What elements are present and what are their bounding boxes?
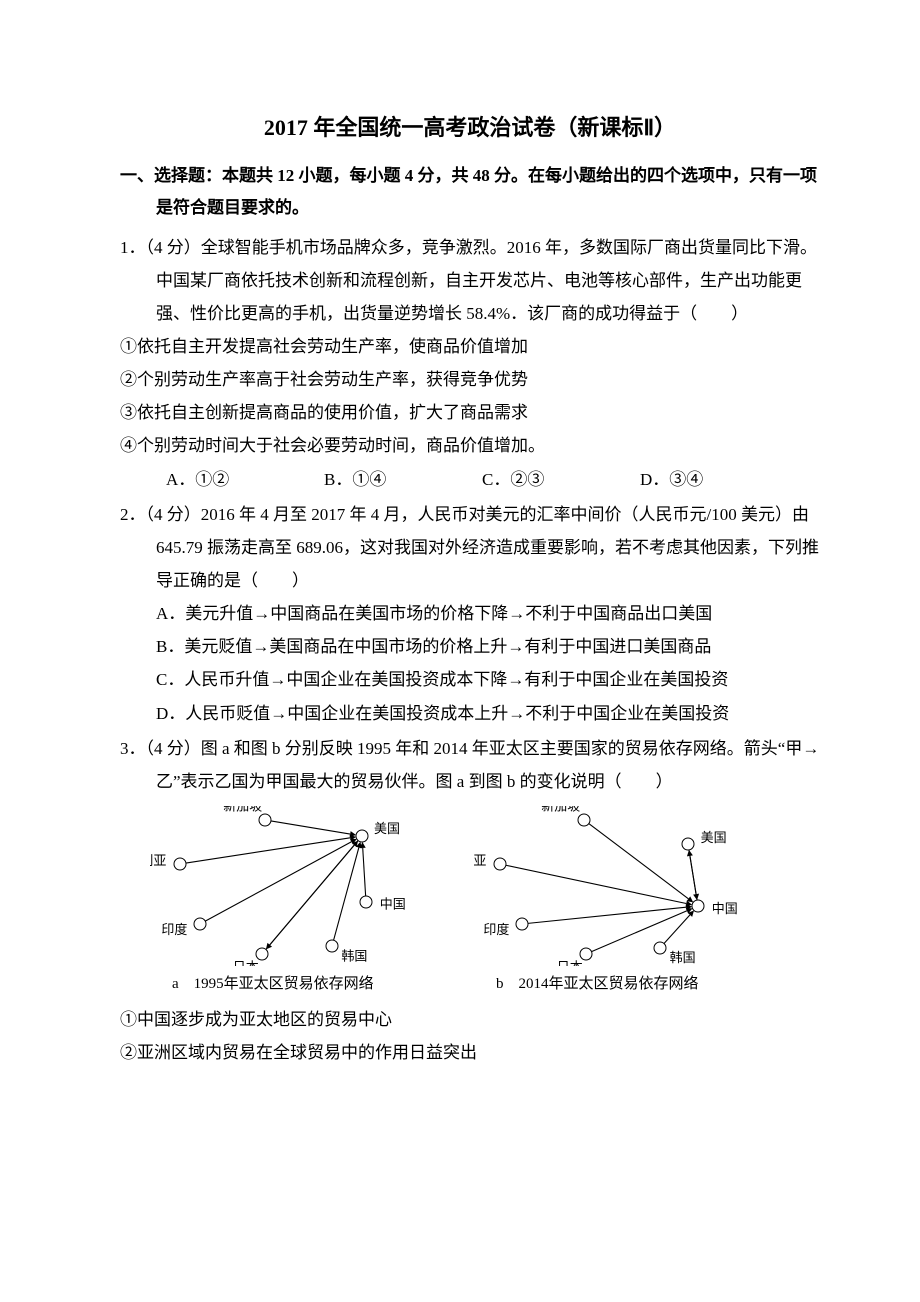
q1-points: （4 分） [146,238,201,257]
q2-points: （4 分） [146,505,201,524]
q1-option-b: B．①④ [324,463,482,496]
svg-text:中国: 中国 [712,901,738,916]
q3-statement-2: ②亚洲区域内贸易在全球贸易中的作用日益突出 [120,1036,820,1069]
exam-page: 2017 年全国统一高考政治试卷（新课标Ⅱ） 一、选择题：本题共 12 小题，每… [0,0,920,1302]
svg-text:韩国: 韩国 [341,948,367,963]
q3-statement-1: ①中国逐步成为亚太地区的贸易中心 [120,1003,820,1036]
q2-option-a: A．美元升值→中国商品在美国市场的价格下降→不利于中国商品出口美国 [156,597,820,630]
q2-option-d: D．人民币贬值→中国企业在美国投资成本上升→不利于中国企业在美国投资 [156,697,820,730]
svg-text:日本: 日本 [557,960,583,966]
caption-b: b 2014年亚太区贸易依存网络 [474,966,754,999]
svg-text:中国: 中国 [380,896,406,911]
q1-text: 全球智能手机市场品牌众多，竞争激烈。2016 年，多数国际厂商出货量同比下滑。中… [156,238,817,323]
q1-number: 1． [120,238,146,257]
q2-text: 2016 年 4 月至 2017 年 4 月，人民币对美元的汇率中间价（人民币元… [156,505,819,590]
q3-text: 图 a 和图 b 分别反映 1995 年和 2014 年亚太区主要国家的贸易依存… [156,739,819,791]
svg-text:印度: 印度 [161,922,187,937]
caption-a: a 1995年亚太区贸易依存网络 [150,966,430,999]
q1-statement-1: ①依托自主开发提高社会劳动生产率，使商品价值增加 [120,330,820,363]
diagrams-row: 新加坡美国中国韩国日本 印度 澳大利亚 a 1995年亚太区贸易依存网络 新加坡美国… [150,806,820,999]
svg-text:澳大利亚: 澳大利亚 [474,853,486,868]
svg-text:韩国: 韩国 [670,950,696,965]
q2-stem: 2．（4 分）2016 年 4 月至 2017 年 4 月，人民币对美元的汇率中… [120,498,820,597]
q1-statement-4: ④个别劳动时间大于社会必要劳动时间，商品价值增加。 [120,429,820,462]
q2-option-b: B．美元贬值→美国商品在中国市场的价格上升→有利于中国进口美国商品 [156,630,820,663]
q1-option-c: C．②③ [482,463,640,496]
q3-points: （4 分） [146,739,201,758]
page-title: 2017 年全国统一高考政治试卷（新课标Ⅱ） [120,110,820,142]
svg-text:新加坡: 新加坡 [223,806,262,813]
question-3: 3．（4 分）图 a 和图 b 分别反映 1995 年和 2014 年亚太区主要… [120,732,820,1070]
svg-text:印度: 印度 [483,922,509,937]
network-b-svg: 新加坡美国中国韩国日本 印度 澳大利亚 [474,806,754,966]
svg-text:美国: 美国 [701,830,727,845]
diagram-a: 新加坡美国中国韩国日本 印度 澳大利亚 a 1995年亚太区贸易依存网络 [150,806,430,999]
svg-text:日本: 日本 [233,960,259,966]
q1-option-d: D．③④ [640,463,798,496]
q1-statement-3: ③依托自主创新提高商品的使用价值，扩大了商品需求 [120,396,820,429]
diagram-b: 新加坡美国中国韩国日本 印度 澳大利亚 b 2014年亚太区贸易依存网络 [474,806,754,999]
q2-options: A．美元升值→中国商品在美国市场的价格下降→不利于中国商品出口美国 B．美元贬值… [120,597,820,730]
figure-block: 新加坡美国中国韩国日本 印度 澳大利亚 a 1995年亚太区贸易依存网络 新加坡美国… [120,798,820,1003]
svg-text:澳大利亚: 澳大利亚 [150,853,166,868]
q3-number: 3． [120,739,146,758]
q2-number: 2． [120,505,146,524]
q1-statement-2: ②个别劳动生产率高于社会劳动生产率，获得竞争优势 [120,363,820,396]
q1-options: A．①② B．①④ C．②③ D．③④ [120,463,820,496]
question-1: 1．（4 分）全球智能手机市场品牌众多，竞争激烈。2016 年，多数国际厂商出货… [120,231,820,496]
svg-text:新加坡: 新加坡 [541,806,580,813]
q1-option-a: A．①② [166,463,324,496]
question-2: 2．（4 分）2016 年 4 月至 2017 年 4 月，人民币对美元的汇率中… [120,498,820,730]
section-header: 一、选择题：本题共 12 小题，每小题 4 分，共 48 分。在每小题给出的四个… [120,160,820,225]
q3-stem: 3．（4 分）图 a 和图 b 分别反映 1995 年和 2014 年亚太区主要… [120,732,820,798]
q2-option-c: C．人民币升值→中国企业在美国投资成本下降→有利于中国企业在美国投资 [156,663,820,696]
svg-text:美国: 美国 [374,821,400,836]
q1-stem: 1．（4 分）全球智能手机市场品牌众多，竞争激烈。2016 年，多数国际厂商出货… [120,231,820,330]
network-a-svg: 新加坡美国中国韩国日本 印度 澳大利亚 [150,806,430,966]
